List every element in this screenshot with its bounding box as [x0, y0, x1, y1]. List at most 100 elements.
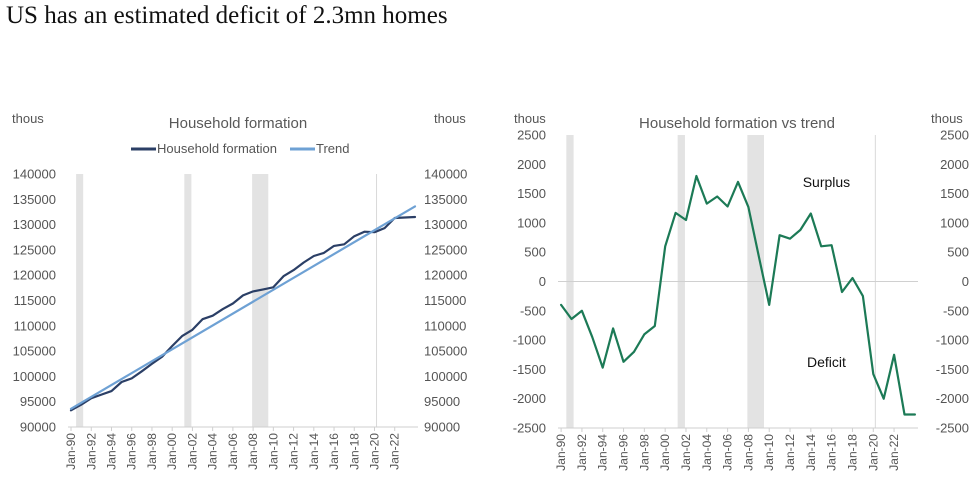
y-axis-unit-left: thous	[514, 111, 546, 126]
x-tick-label: Jan-22	[887, 434, 901, 471]
y-tick-label-left: -1500	[513, 362, 546, 377]
plot-area: -2500 -2500 -2000 -2000 -1500 -1500 -1000 -1000…	[513, 128, 969, 471]
y-tick-label-left: 120000	[13, 268, 56, 283]
household-formation-vs-trend-chart: Household formation vs trend thous thous…	[513, 111, 969, 471]
series-line-trend	[69, 205, 417, 410]
x-tick-label: Jan-92	[84, 433, 98, 470]
x-tick-label: Jan-90	[554, 434, 568, 471]
y-tick-label-left: 130000	[13, 217, 56, 232]
y-tick-label-right: 90000	[424, 420, 460, 435]
y-tick-label-left: 135000	[13, 192, 56, 207]
y-tick-label-right: -2000	[936, 391, 969, 406]
x-tick-label: Jan-02	[679, 434, 693, 471]
y-axis-unit-left: thous	[12, 111, 44, 126]
x-tick-label: Jan-22	[388, 433, 402, 470]
x-tick-label: Jan-92	[575, 434, 589, 471]
x-tick-label: Jan-04	[206, 433, 220, 470]
recession-band	[76, 174, 84, 427]
x-tick-label: Jan-00	[658, 434, 672, 471]
x-tick-label: Jan-02	[185, 433, 199, 470]
legend: Household formation Trend	[131, 141, 349, 156]
y-tick-label-left: -2500	[513, 421, 546, 436]
x-tick-label: Jan-16	[825, 434, 839, 471]
x-tick-label: Jan-14	[804, 434, 818, 471]
x-tick-label: Jan-16	[327, 433, 341, 470]
x-tick-label: Jan-08	[246, 433, 260, 470]
recession-band	[184, 174, 192, 427]
x-tick-label: Jan-12	[287, 433, 301, 470]
y-tick-label-left: 1500	[517, 186, 546, 201]
y-tick-label-right: 110000	[424, 318, 466, 333]
annotation-surplus: Surplus	[803, 174, 850, 190]
x-tick-label: Jan-94	[104, 433, 118, 470]
y-tick-label-left: -2000	[513, 391, 546, 406]
x-tick-label: Jan-90	[64, 433, 78, 470]
y-axis-unit-right: thous	[434, 111, 466, 126]
x-tick-label: Jan-98	[637, 434, 651, 471]
y-tick-label-right: -500	[943, 303, 969, 318]
x-tick-label: Jan-06	[721, 434, 735, 471]
y-tick-label-left: -500	[520, 303, 546, 318]
y-tick-label-right: 125000	[424, 242, 467, 257]
legend-label-household-formation: Household formation	[157, 141, 277, 156]
x-tick-label: Jan-12	[783, 434, 797, 471]
x-tick-label: Jan-00	[165, 433, 179, 470]
chart-title: Household formation	[169, 115, 307, 132]
y-tick-label-left: 1000	[517, 215, 546, 230]
x-tick-label: Jan-20	[368, 433, 382, 470]
x-tick-label: Jan-08	[741, 434, 755, 471]
recession-band	[252, 174, 269, 427]
y-tick-label-right: 105000	[424, 344, 467, 359]
y-tick-label-left: 500	[524, 245, 546, 260]
y-tick-label-left: 100000	[13, 369, 56, 384]
x-tick-label: Jan-06	[226, 433, 240, 470]
y-tick-label-right: 120000	[424, 268, 467, 283]
y-tick-label-left: 2500	[517, 128, 546, 143]
x-tick-label: Jan-18	[347, 433, 361, 470]
legend-label-trend: Trend	[316, 141, 349, 156]
y-tick-label-left: 110000	[14, 318, 56, 333]
y-tick-label-right: 0	[962, 274, 969, 289]
y-tick-label-right: 115000	[424, 293, 466, 308]
y-tick-label-right: 1000	[940, 215, 969, 230]
annotation-deficit: Deficit	[807, 354, 846, 370]
y-tick-label-left: -1000	[513, 333, 546, 348]
y-tick-label-right: 500	[947, 245, 969, 260]
y-tick-label-right: -1000	[936, 333, 969, 348]
household-formation-chart: Household formation thous thous Househol…	[12, 111, 468, 470]
y-tick-label-right: 2000	[940, 157, 969, 172]
y-tick-label-right: -2500	[936, 421, 969, 436]
y-tick-label-right: 1500	[940, 186, 969, 201]
x-tick-label: Jan-10	[266, 433, 280, 470]
x-tick-label: Jan-18	[845, 434, 859, 471]
x-tick-label: Jan-14	[307, 433, 321, 470]
x-tick-label: Jan-94	[596, 434, 610, 471]
x-tick-label: Jan-98	[145, 433, 159, 470]
y-tick-label-right: 2500	[940, 128, 969, 143]
y-tick-label-left: 125000	[13, 242, 56, 257]
y-tick-label-left: 105000	[13, 344, 56, 359]
y-tick-label-right: 130000	[424, 217, 467, 232]
y-tick-label-left: 140000	[13, 167, 56, 182]
chart-title: Household formation vs trend	[639, 115, 835, 132]
y-tick-label-left: 2000	[517, 157, 546, 172]
y-tick-label-right: 140000	[424, 167, 467, 182]
x-tick-label: Jan-96	[125, 433, 139, 470]
headline: US has an estimated deficit of 2.3mn hom…	[6, 2, 448, 29]
plot-area: 90000 90000 95000 95000 100000 100000 105000 10…	[13, 167, 468, 470]
x-tick-label: Jan-04	[700, 434, 714, 471]
y-tick-label-right: 95000	[424, 394, 460, 409]
series-line-household-formation	[69, 215, 417, 412]
y-tick-label-right: 100000	[424, 369, 467, 384]
y-tick-label-right: 135000	[424, 192, 467, 207]
x-tick-label: Jan-96	[617, 434, 631, 471]
x-tick-label: Jan-10	[762, 434, 776, 471]
y-tick-label-left: 95000	[20, 394, 56, 409]
y-axis-unit-right: thous	[931, 111, 963, 126]
series-line	[559, 174, 916, 416]
x-tick-label: Jan-20	[866, 434, 880, 471]
y-tick-label-left: 0	[539, 274, 546, 289]
y-tick-label-right: -1500	[936, 362, 969, 377]
y-tick-label-left: 90000	[20, 420, 56, 435]
y-tick-label-left: 115000	[14, 293, 56, 308]
